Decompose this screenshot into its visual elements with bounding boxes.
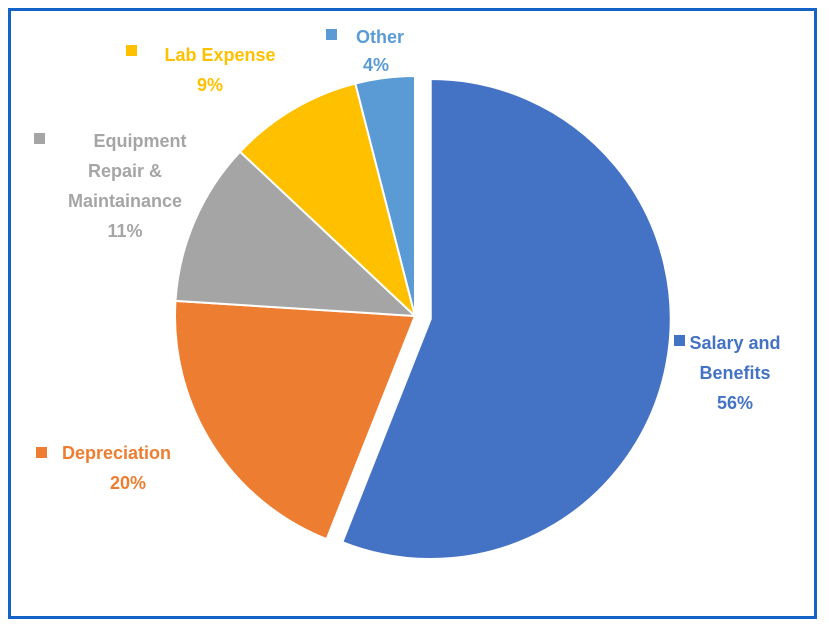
legend-key-depreciation — [36, 447, 47, 458]
pie-slice-lab-expense — [238, 82, 417, 320]
legend-key-other — [326, 29, 337, 40]
pie-slice-other — [354, 74, 416, 317]
data-label-other: Other 4% — [356, 27, 404, 75]
legend-key-salary-benefits — [674, 335, 685, 346]
pie-slice-equipment-repair — [174, 150, 418, 318]
data-label-lab-expense: Lab Expense 9% — [164, 45, 275, 95]
data-label-salary-benefits: Salary and Benefits 56% — [689, 333, 780, 413]
pie-slice-salary-benefits — [341, 77, 672, 560]
pie-slice-depreciation — [174, 299, 417, 541]
data-label-equipment-repair: Equipment Repair & Maintainance 11% — [68, 131, 187, 241]
data-label-depreciation: Depreciation 20% — [62, 443, 171, 493]
legend-key-lab-expense — [126, 45, 137, 56]
legend-key-equipment-repair — [34, 133, 45, 144]
